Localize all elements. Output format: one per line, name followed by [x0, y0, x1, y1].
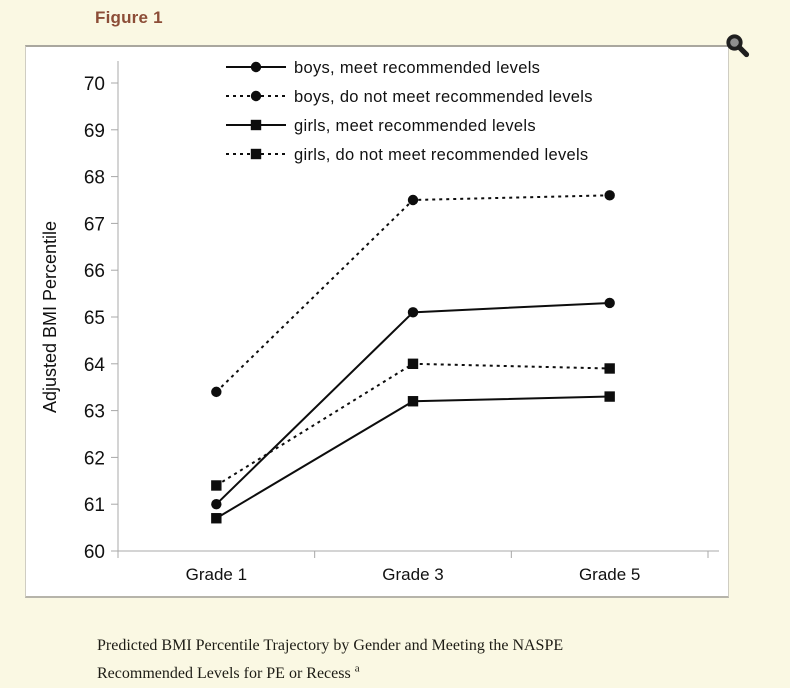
y-tick-label: 61 — [84, 495, 105, 516]
series-marker — [604, 391, 615, 402]
legend-marker — [250, 148, 262, 160]
chart-panel: 60 61 62 63 64 65 66 67 68 69 70 Grade 1 Grade 3 Grad… — [25, 45, 729, 598]
figure-caption: Predicted BMI Percentile Trajectory by G… — [97, 632, 717, 688]
caption-line-2: Recommended Levels for PE or Recess a — [97, 660, 717, 688]
x-tick-label: Grade 3 — [382, 565, 443, 584]
x-tick-label: Grade 5 — [579, 565, 640, 584]
series-marker — [604, 297, 615, 309]
legend-label: boys, meet recommended levels — [294, 59, 540, 77]
y-tick-label: 70 — [84, 74, 105, 95]
legend-marker — [250, 61, 262, 73]
series-marker — [407, 396, 419, 407]
series-marker — [407, 358, 419, 369]
x-tick-label: Grade 1 — [186, 565, 247, 584]
caption-footnote-marker: a — [354, 662, 360, 675]
figure-label: Figure 1 — [95, 8, 163, 27]
legend-marker — [250, 119, 262, 131]
series-line-3 — [215, 362, 610, 487]
y-tick-label: 66 — [84, 261, 105, 282]
series-marker — [604, 190, 615, 201]
legend-marker — [250, 90, 262, 102]
y-tick-label: 67 — [84, 214, 105, 235]
series-marker — [604, 363, 615, 374]
legend-label: girls, meet recommended levels — [294, 117, 536, 135]
y-tick-label: 63 — [84, 402, 105, 423]
series-marker — [211, 513, 222, 524]
y-tick-label: 65 — [84, 308, 105, 329]
caption-line-1: Predicted BMI Percentile Trajectory by G… — [97, 637, 564, 654]
zoom-button[interactable] — [722, 30, 752, 60]
series-marker — [211, 480, 222, 491]
y-axis-title: Adjusted BMI Percentile — [40, 221, 60, 413]
y-tick-label: 62 — [84, 448, 105, 469]
series-marker — [407, 194, 419, 206]
series-line-2 — [215, 395, 610, 520]
bmi-line-chart: 60 61 62 63 64 65 66 67 68 69 70 Grade 1 Grade 3 Grad… — [40, 59, 719, 584]
y-tick-label: 69 — [84, 121, 105, 142]
y-tick-label: 60 — [84, 542, 105, 563]
y-tick-label: 68 — [84, 168, 105, 189]
y-tick-label: 64 — [84, 355, 106, 376]
legend-label: boys, do not meet recommended levels — [294, 88, 593, 106]
magnifier-icon — [726, 34, 750, 58]
legend-label: girls, do not meet recommended levels — [294, 146, 588, 164]
series-marker — [211, 499, 222, 510]
series-marker — [211, 386, 222, 398]
caption-line-2-text: Recommended Levels for PE or Recess — [97, 665, 351, 682]
series-marker — [407, 307, 419, 318]
